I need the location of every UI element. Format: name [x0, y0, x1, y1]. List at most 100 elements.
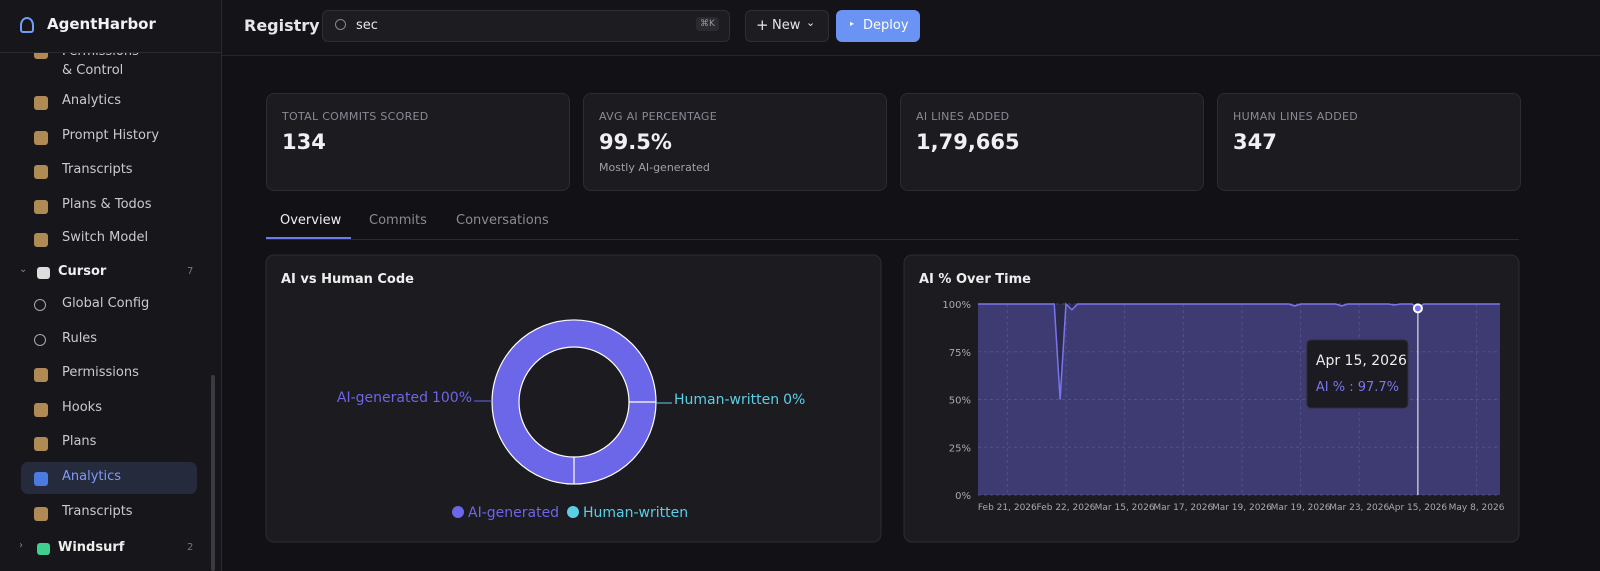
shortcut: ⌘K	[696, 17, 719, 31]
tab-underline	[266, 237, 351, 239]
nav-item[interactable]: Transcripts	[34, 162, 133, 179]
sidebar: AgentHarbor Permissions & ControlAnalyti…	[0, 0, 222, 571]
stat-value: 1,79,665	[916, 130, 1020, 154]
slice-value: 100%	[432, 390, 472, 406]
nav-item[interactable]: Switch Model	[34, 230, 148, 247]
group-count: 2	[187, 542, 194, 553]
nav-icon	[34, 472, 48, 486]
plus-icon: +	[756, 16, 769, 34]
brand-logo	[20, 17, 34, 33]
nav-label: Transcripts	[62, 503, 133, 519]
group-name[interactable]: Cursor	[58, 264, 107, 279]
deploy-label: Deploy	[863, 18, 909, 33]
deploy-button[interactable]: ▸ Deploy	[836, 10, 920, 42]
y-tick-label: 0%	[955, 491, 971, 502]
y-tick-label: 75%	[949, 348, 971, 359]
stat-value: 99.5%	[599, 130, 672, 154]
group-name[interactable]: Windsurf	[58, 540, 125, 555]
nav-icon	[34, 368, 48, 383]
x-tick-label: Feb 22, 2026	[1037, 503, 1096, 513]
stat-value: 134	[282, 130, 326, 154]
tab[interactable]: Overview	[280, 213, 342, 228]
slice-label: AI-generated 100%	[337, 390, 472, 406]
stat-value: 347	[1233, 130, 1277, 154]
nav-label: Permissions	[62, 365, 139, 381]
page-title: Registry	[244, 16, 320, 35]
nav-label: Global Config	[62, 296, 150, 311]
slice-category: Human-written	[674, 392, 779, 408]
nav-item[interactable]: Hooks	[34, 400, 102, 417]
nav-item[interactable]: Rules	[34, 331, 97, 346]
slice-category: AI-generated	[337, 390, 428, 406]
slice-label: Human-written 0%	[674, 392, 805, 408]
nav-item[interactable]: Analytics	[34, 469, 121, 486]
deploy-icon: ▸	[850, 19, 855, 28]
y-tick-label: 25%	[949, 443, 971, 454]
nav-label: Hooks	[62, 399, 102, 415]
nav-icon	[34, 165, 48, 179]
legend-label: AI-generated	[468, 505, 559, 521]
stat-label: AI LINES ADDED	[916, 110, 1010, 123]
stat-label: TOTAL COMMITS SCORED	[282, 110, 429, 123]
tab[interactable]: Conversations	[456, 213, 549, 228]
group-chevron: ⌄	[19, 264, 28, 275]
legend-swatch	[452, 506, 464, 518]
nav-label: Analytics	[62, 93, 122, 108]
nav-item[interactable]: Plans	[34, 434, 96, 452]
y-tick-label: 50%	[949, 396, 971, 407]
group-chevron: ›	[19, 540, 23, 551]
stat-card: AI LINES ADDED 1,79,665	[900, 93, 1204, 191]
nav-icon	[34, 333, 46, 346]
nav-item[interactable]: Global Config	[34, 296, 149, 311]
panel	[265, 254, 882, 543]
stat-label: HUMAN LINES ADDED	[1233, 110, 1359, 123]
chevron: ⌄	[806, 16, 816, 29]
stat-card: TOTAL COMMITS SCORED 134	[266, 93, 570, 191]
nav-icon	[34, 96, 48, 110]
tooltip-title: Apr 15, 2026	[1316, 353, 1407, 369]
nav-item[interactable]: Analytics	[34, 93, 121, 110]
new-label: New	[772, 18, 801, 33]
tab-rule	[266, 239, 1519, 240]
y-tick-label: 100%	[942, 300, 971, 311]
slice-value: 0%	[783, 392, 805, 408]
x-tick-label: Feb 21, 2026	[978, 503, 1037, 513]
stat-card: AVG AI PERCENTAGE 99.5% Mostly AI-generate…	[583, 93, 887, 191]
nav-icon	[34, 200, 48, 214]
legend-label: Human-written	[583, 505, 688, 521]
tab[interactable]: Commits	[369, 213, 427, 228]
nav-label: Rules	[62, 330, 98, 346]
chart-title: AI % Over Time	[919, 272, 1031, 287]
nav-item[interactable]: Prompt History	[34, 128, 159, 145]
tooltip-text: AI % : 97.7%	[1316, 380, 1399, 395]
nav-item[interactable]: Transcripts	[34, 504, 133, 521]
nav-item[interactable]: Plans & Todos	[34, 197, 152, 214]
search-icon	[335, 19, 346, 30]
x-tick-label: Mar 19, 2026	[1212, 503, 1272, 513]
nav-item[interactable]: Permissions	[34, 365, 139, 383]
stat-note: Mostly AI-generated	[599, 161, 710, 174]
x-tick-label: Mar 17, 2026	[1153, 503, 1213, 513]
nav-icon	[34, 402, 48, 417]
line	[978, 302, 1500, 400]
nav-label: Prompt History	[62, 128, 160, 143]
nav-label: Switch Model	[62, 230, 149, 245]
stat-card: HUMAN LINES ADDED 347	[1217, 93, 1521, 191]
x-tick-label: Mar 15, 2026	[1095, 503, 1155, 513]
nav-icon	[34, 233, 48, 247]
group-count: 7	[187, 266, 194, 277]
pie-slice	[491, 319, 657, 485]
brand: AgentHarbor	[47, 15, 156, 33]
group-icon	[37, 543, 50, 555]
nav-icon	[34, 437, 48, 452]
scrollbar	[211, 375, 215, 571]
legend-swatch	[567, 506, 579, 518]
new-button[interactable]: + New ⌄	[745, 10, 829, 42]
nav-icon	[34, 131, 48, 145]
active-highlight	[21, 462, 197, 494]
search-box[interactable]: sec ⌘K	[322, 10, 730, 42]
search-text: sec	[356, 18, 378, 33]
nav-label: Analytics	[62, 469, 122, 484]
